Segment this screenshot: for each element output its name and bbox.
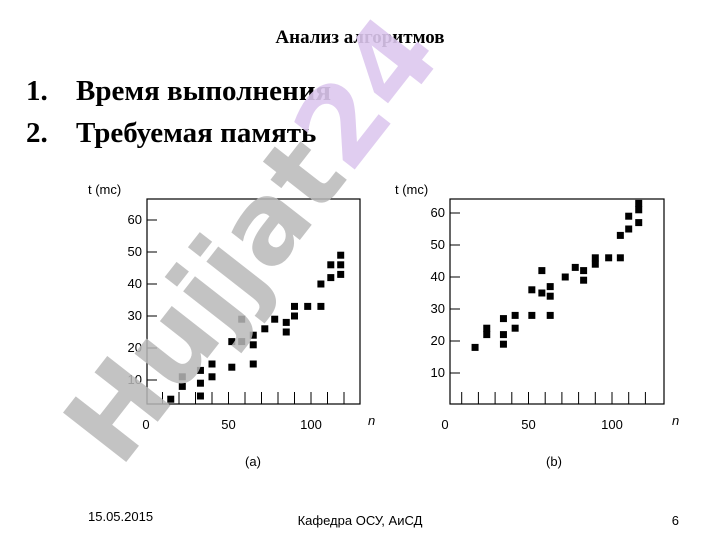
data-point (282, 328, 290, 336)
scatter-chart-b: t (mc) n (b) 10 20 30 40 50 60 0 50 100 (395, 182, 679, 469)
data-point (337, 270, 345, 278)
data-point (271, 315, 279, 323)
data-point (178, 382, 186, 390)
data-point (538, 267, 546, 275)
y-tick-label: 50 (128, 244, 142, 259)
data-point (167, 395, 175, 403)
plot-frame (449, 198, 665, 405)
y-tick-label: 40 (128, 276, 142, 291)
list-number: 2. (26, 117, 48, 149)
data-point (528, 311, 536, 319)
y-axis-label: t (mc) (395, 182, 428, 197)
data-point (625, 225, 633, 233)
data-point (591, 254, 599, 262)
data-point (317, 302, 325, 310)
data-point (546, 292, 554, 300)
data-point (238, 338, 246, 346)
data-point (337, 251, 345, 259)
data-point (616, 254, 624, 262)
x-tick-label: 100 (300, 417, 322, 432)
list-text: Время выполнения (76, 75, 332, 107)
x-axis-label: n (672, 413, 679, 428)
data-point (261, 325, 269, 333)
x-tick-label: 0 (441, 417, 448, 432)
list-item: 1. Время выполнения (26, 70, 331, 112)
data-point (591, 260, 599, 268)
data-point (249, 331, 257, 339)
data-point (471, 343, 479, 351)
data-point (337, 261, 345, 269)
data-point (196, 379, 204, 387)
data-point (580, 267, 588, 275)
data-point (546, 283, 554, 291)
data-point (546, 311, 554, 319)
data-point (228, 338, 236, 346)
list-number: 1. (26, 75, 48, 107)
data-point (571, 263, 579, 271)
data-point (304, 302, 312, 310)
data-point (178, 373, 186, 381)
scatter-chart-a: t (mc) n (a) 10 20 30 40 50 60 0 50 100 (88, 182, 375, 469)
data-point (580, 276, 588, 284)
x-tick-label: 50 (521, 417, 535, 432)
data-point (483, 324, 491, 332)
data-point (238, 315, 246, 323)
data-point (499, 331, 507, 339)
data-point (538, 289, 546, 297)
page-number: 6 (671, 513, 679, 528)
slide-title: Анализ алгоритмов (275, 27, 445, 48)
data-point (196, 366, 204, 374)
footer-department: Кафедра ОСУ, АиСД (297, 513, 423, 528)
footer-date: 15.05.2015 (88, 509, 154, 524)
x-axis-label: n (368, 413, 375, 428)
x-tick-label: 100 (601, 417, 623, 432)
y-tick-label: 20 (128, 340, 142, 355)
data-point (511, 324, 519, 332)
panel-label: (b) (546, 454, 562, 469)
data-point (499, 340, 507, 348)
y-tick-label: 30 (431, 301, 445, 316)
data-point (196, 392, 204, 400)
data-point (635, 199, 643, 207)
data-point (499, 315, 507, 323)
data-point (291, 312, 298, 320)
y-tick-label: 60 (431, 205, 445, 220)
data-point (249, 360, 257, 368)
data-point (635, 206, 643, 214)
data-point (249, 341, 257, 349)
y-tick-label: 50 (431, 237, 445, 252)
data-point (208, 360, 216, 368)
y-tick-label: 10 (431, 365, 445, 380)
data-point (561, 273, 569, 281)
data-point (291, 302, 298, 310)
data-point (605, 254, 613, 262)
list-item: 2. Требуемая память (26, 112, 331, 154)
list-text: Требуемая память (76, 117, 317, 149)
data-point (228, 363, 236, 371)
y-tick-label: 10 (128, 372, 142, 387)
y-tick-label: 30 (128, 308, 142, 323)
data-point (317, 280, 325, 288)
x-tick-label: 0 (142, 417, 149, 432)
data-point (483, 331, 491, 339)
data-point (511, 311, 519, 319)
y-tick-label: 60 (128, 212, 142, 227)
y-tick-label: 40 (431, 269, 445, 284)
panel-label: (a) (245, 454, 261, 469)
y-tick-label: 20 (431, 333, 445, 348)
data-point (208, 373, 216, 381)
x-tick-label: 50 (221, 417, 235, 432)
data-point (625, 212, 633, 220)
data-point (528, 286, 536, 294)
data-point (282, 318, 290, 326)
y-axis-label: t (mc) (88, 182, 121, 197)
data-point (327, 261, 335, 269)
data-point (635, 219, 643, 227)
data-point (616, 231, 624, 239)
topic-list: 1. Время выполнения 2. Требуемая память (26, 70, 331, 154)
plot-frame (146, 198, 361, 405)
data-point (327, 274, 335, 282)
